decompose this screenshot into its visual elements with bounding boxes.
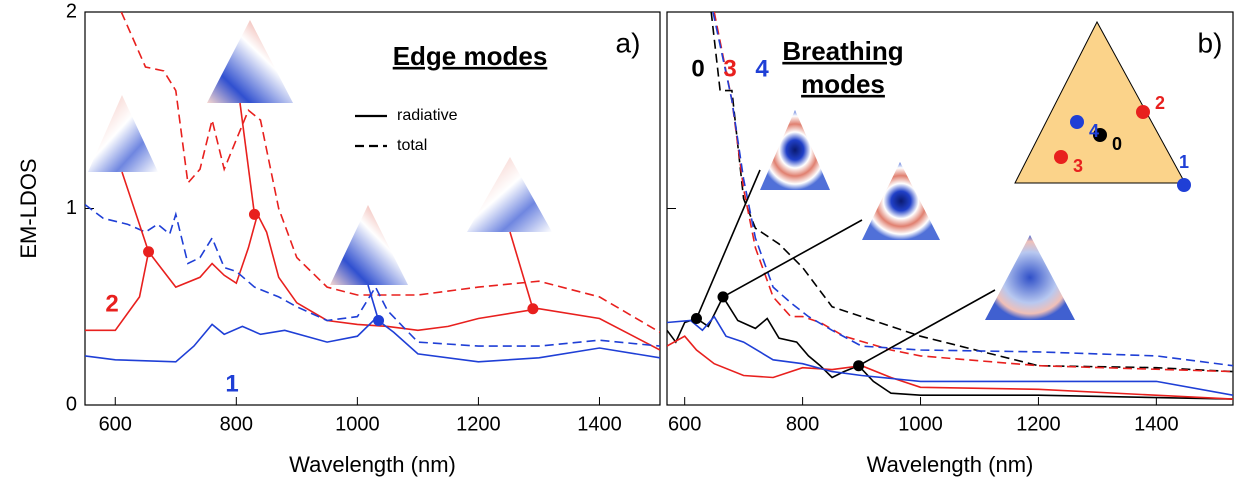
inset-triangle (1014, 20, 1186, 184)
connector (239, 102, 256, 215)
panel-label: a) (616, 27, 641, 58)
mode-map (985, 235, 1075, 320)
x-tick-label: 1400 (577, 413, 622, 435)
chart-subtitle: modes (801, 69, 885, 99)
y-tick-label: 2 (66, 0, 77, 22)
series-line (667, 315, 1233, 396)
mode-maps (88, 20, 1186, 320)
y-tick-label: 0 (66, 393, 77, 415)
series-line (120, 12, 660, 333)
x-tick-label: 600 (99, 413, 132, 435)
series-line (713, 12, 1233, 373)
marker (527, 303, 539, 315)
connector (695, 169, 761, 319)
x-tick-label: 1200 (1016, 413, 1061, 435)
connector (509, 231, 534, 309)
x-axis-label: Wavelength (nm) (867, 452, 1034, 477)
x-axis-label: Wavelength (nm) (289, 452, 456, 477)
marker (248, 208, 260, 220)
chart-title: Edge modes (393, 41, 548, 71)
marker (853, 360, 865, 372)
inset-point (1136, 105, 1150, 119)
plot-area (85, 12, 660, 363)
legend-label: total (397, 137, 427, 154)
x-tick-label: 800 (786, 413, 819, 435)
marker (143, 246, 155, 258)
plot-area (667, 12, 1233, 400)
inset-point (1177, 178, 1191, 192)
inset-point-label: 0 (1112, 134, 1122, 154)
x-tick-label: 1000 (335, 413, 380, 435)
mode-map (330, 205, 408, 285)
marker (373, 315, 385, 327)
panel-label: b) (1198, 27, 1223, 58)
mode-map (760, 110, 830, 190)
x-tick-label: 800 (220, 413, 253, 435)
plot-frame (666, 11, 1234, 406)
connector (121, 171, 150, 252)
x-tick-label: 1200 (456, 413, 501, 435)
x-tick-label: 600 (668, 413, 701, 435)
inset-point-label: 4 (1089, 121, 1099, 141)
mode-map (862, 162, 940, 240)
legend-label: radiative (397, 107, 458, 124)
y-axis-label: EM-LDOS (16, 158, 41, 258)
series-line (667, 335, 1233, 400)
series-line (85, 317, 660, 363)
mode-map (467, 157, 552, 232)
series-line (85, 212, 660, 351)
plot-frame (84, 11, 661, 406)
inset-point-label: 2 (1155, 93, 1165, 113)
connector (722, 219, 863, 298)
mode-map (88, 95, 158, 172)
marker (690, 313, 702, 325)
series-line (712, 12, 1233, 367)
inset-point (1070, 115, 1084, 129)
curve-label: 1 (225, 370, 238, 397)
inset-point (1054, 150, 1068, 164)
inset-point (1093, 128, 1107, 142)
curve-label: 4 (755, 55, 769, 82)
inset-point-label: 3 (1073, 156, 1083, 176)
connector (367, 284, 380, 321)
series-line (710, 12, 1233, 373)
y-tick-label: 1 (66, 197, 77, 219)
x-tick-label: 1400 (1134, 413, 1179, 435)
curve-label: 0 (691, 55, 704, 82)
x-tick-label: 1000 (898, 413, 943, 435)
mode-map (207, 20, 293, 103)
chart-title: Breathing (782, 36, 903, 66)
curve-label: 3 (723, 55, 736, 82)
inset-point-label: 1 (1179, 152, 1189, 172)
marker (717, 291, 729, 303)
curve-label: 2 (105, 290, 118, 317)
connector (858, 289, 996, 367)
